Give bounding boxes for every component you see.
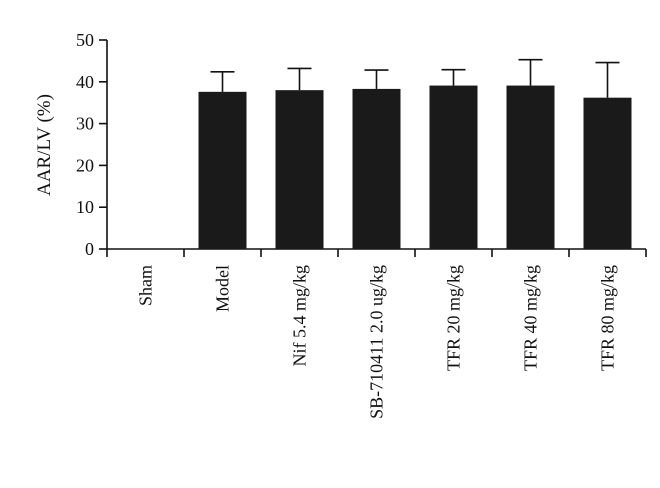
bar — [198, 91, 247, 249]
bar — [583, 97, 632, 250]
y-axis-title: AAR/LV (%) — [34, 94, 55, 196]
x-tick-label: Model — [213, 265, 233, 312]
y-tick-label: 10 — [76, 197, 94, 217]
y-tick-label: 0 — [85, 239, 94, 259]
y-tick-label: 30 — [76, 114, 94, 134]
y-axis: 0 10 20 30 40 50 — [76, 30, 108, 259]
x-tick-label: TFR 20 mg/kg — [444, 265, 464, 371]
bar — [275, 90, 324, 249]
y-tick-label: 20 — [76, 155, 94, 175]
bar — [506, 85, 555, 249]
x-tick-label: SB-710411 2.0 ug/kg — [367, 265, 387, 419]
y-tick-label: 50 — [76, 30, 94, 50]
bar — [352, 88, 401, 249]
x-tick-label: Nif 5.4 mg/kg — [290, 265, 310, 367]
x-axis: Sham Model Nif 5.4 mg/kg SB-710411 2.0 ug/k… — [106, 248, 647, 419]
x-tick-label: TFR 40 mg/kg — [521, 265, 541, 371]
x-tick-label: TFR 80 mg/kg — [598, 265, 618, 371]
x-tick-label: Sham — [136, 265, 156, 306]
bars — [198, 58, 632, 250]
y-tick-label: 40 — [76, 72, 94, 92]
bar — [429, 85, 478, 249]
